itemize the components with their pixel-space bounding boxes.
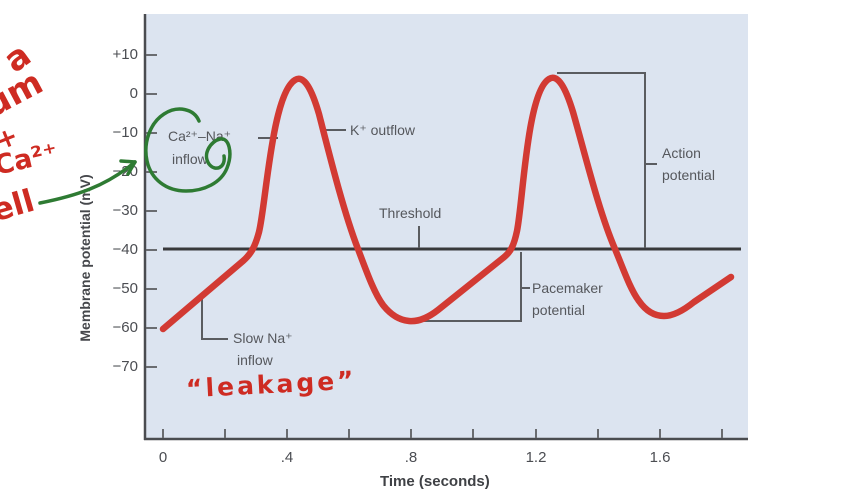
handwriting-leakage: “leakage” <box>185 365 358 404</box>
y-tick-label-m70: −70 <box>112 358 138 375</box>
pacemaker-label-line2: potential <box>532 302 585 318</box>
slow-na-label-line1: Slow Na⁺ <box>233 330 293 346</box>
x-axis-title: Time (seconds) <box>380 473 490 490</box>
y-tick-label-m30: −30 <box>112 202 138 219</box>
handwriting-fragment-2: um <box>0 62 50 126</box>
handwriting-fragment-ell: ell <box>0 182 39 230</box>
ca-na-inflow-label-line1: Ca²⁺–Na⁺ <box>168 128 232 144</box>
action-potential-bracket <box>557 72 646 248</box>
y-tick-label-m60: −60 <box>112 319 138 336</box>
y-tick-label-0: 0 <box>129 85 138 102</box>
slow-na-bracket <box>201 299 228 340</box>
y-tick-label-m50: −50 <box>112 280 138 297</box>
action-potential-label-line1: Action <box>662 145 701 161</box>
y-tick-label-plus10: +10 <box>112 46 138 63</box>
x-axis-ticks <box>162 429 723 438</box>
y-tick-label-m10: −10 <box>112 124 138 141</box>
y-axis-title: Membrane potential (mV) <box>77 174 93 342</box>
membrane-potential-curve <box>159 74 735 333</box>
action-potential-label-line2: potential <box>662 167 715 183</box>
k-outflow-label: K⁺ outflow <box>350 122 415 138</box>
y-axis-ticks <box>146 54 157 368</box>
x-tick-label-04: .4 <box>280 449 294 466</box>
x-tick-label-0: 0 <box>158 449 168 466</box>
pacemaker-label-line1: Pacemaker <box>532 280 603 296</box>
x-tick-label-16: 1.6 <box>649 449 671 466</box>
y-tick-label-m40: −40 <box>112 241 138 258</box>
slow-na-label-line2: inflow <box>237 352 273 368</box>
pacemaker-potential-bracket <box>399 252 522 322</box>
threshold-label: Threshold <box>379 205 442 221</box>
ca-na-inflow-label-line2: inflow <box>172 151 208 167</box>
x-tick-label-12: 1.2 <box>525 449 547 466</box>
x-tick-label-08: .8 <box>404 449 418 466</box>
